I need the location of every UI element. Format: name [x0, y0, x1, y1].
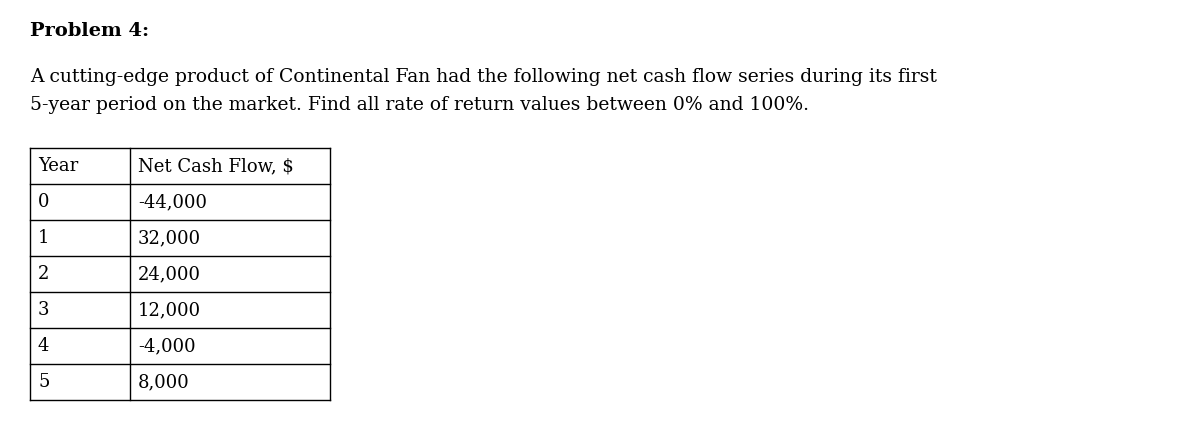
- Text: Net Cash Flow, $: Net Cash Flow, $: [138, 157, 294, 175]
- Text: 32,000: 32,000: [138, 229, 202, 247]
- Text: -4,000: -4,000: [138, 337, 196, 355]
- Text: Problem 4:: Problem 4:: [30, 22, 149, 40]
- Text: 8,000: 8,000: [138, 373, 190, 391]
- Text: 24,000: 24,000: [138, 265, 202, 283]
- Text: -44,000: -44,000: [138, 193, 208, 211]
- Text: 12,000: 12,000: [138, 301, 202, 319]
- Text: 2: 2: [38, 265, 49, 283]
- Text: 5: 5: [38, 373, 49, 391]
- Text: 5-year period on the market. Find all rate of return values between 0% and 100%.: 5-year period on the market. Find all ra…: [30, 96, 809, 114]
- Text: A cutting-edge product of Continental Fan had the following net cash flow series: A cutting-edge product of Continental Fa…: [30, 68, 937, 86]
- Text: 4: 4: [38, 337, 49, 355]
- Text: 3: 3: [38, 301, 49, 319]
- Text: Year: Year: [38, 157, 78, 175]
- Text: 0: 0: [38, 193, 49, 211]
- Text: 1: 1: [38, 229, 49, 247]
